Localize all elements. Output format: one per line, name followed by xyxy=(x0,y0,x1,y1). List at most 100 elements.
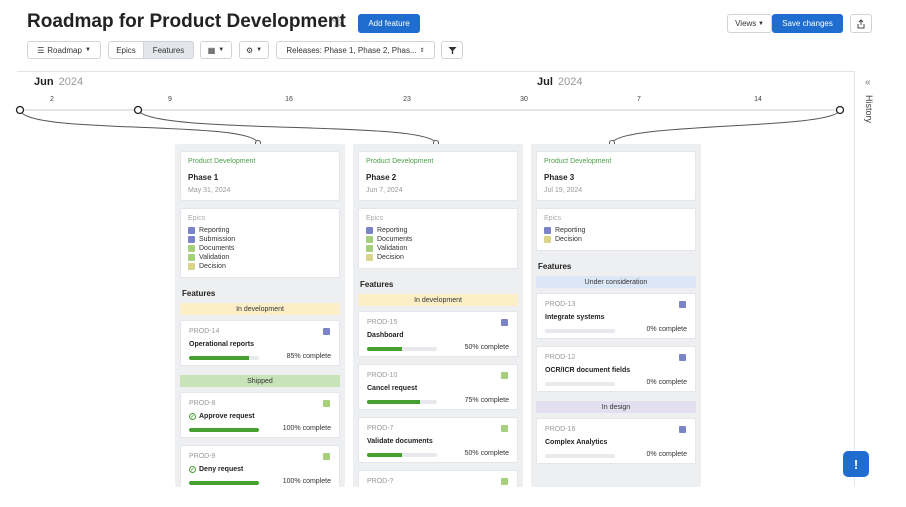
features-section-label: Features xyxy=(360,280,394,289)
feature-name: Validate documents xyxy=(367,438,433,445)
phase-card[interactable]: Product Development Phase 3 Jul 19, 2024 xyxy=(536,151,696,201)
gear-icon: ⚙ xyxy=(245,45,254,55)
phase-column: Product Development Phase 1 May 31, 2024 Ep… xyxy=(175,144,345,487)
phase-card[interactable]: Product Development Phase 1 May 31, 2024 xyxy=(180,151,340,201)
phase-department: Product Development xyxy=(544,158,612,165)
progress-label: 100% complete xyxy=(282,425,331,432)
epic-color-icon xyxy=(501,319,508,326)
progress-bar-fill xyxy=(367,453,402,457)
progress-label: 50% complete xyxy=(464,450,509,457)
feature-name: ✓ Deny request xyxy=(189,466,243,473)
feature-name-text: Cancel request xyxy=(367,385,418,392)
history-panel[interactable]: « History xyxy=(854,71,885,487)
select-arrows-icon: ⇕ xyxy=(419,47,425,54)
progress-label: 0% complete xyxy=(646,379,687,386)
phase-card[interactable]: Product Development Phase 2 Jun 7, 2024 xyxy=(358,151,518,201)
history-label: History xyxy=(864,95,874,124)
epic-item[interactable]: Decision xyxy=(544,236,582,243)
epic-item[interactable]: Documents xyxy=(366,236,412,243)
tick-label: 16 xyxy=(285,96,293,103)
phase-date: Jul 19, 2024 xyxy=(544,187,583,194)
feature-id: PROD-13 xyxy=(545,301,576,308)
share-icon xyxy=(857,18,865,28)
collapse-chevrons-icon[interactable]: « xyxy=(865,77,871,88)
add-feature-button[interactable]: Add feature xyxy=(358,14,420,33)
phase3-handle xyxy=(835,105,845,115)
views-dropdown[interactable]: Views ▼ xyxy=(727,14,772,33)
phase-name: Phase 2 xyxy=(366,173,397,182)
calendar-dropdown[interactable]: ▦ ▼ xyxy=(200,41,232,59)
phase-department: Product Development xyxy=(188,158,256,165)
settings-dropdown[interactable]: ⚙ ▼ xyxy=(239,41,269,59)
epic-label: Decision xyxy=(199,263,226,270)
chevron-down-icon: ▼ xyxy=(256,47,263,53)
epic-label: Validation xyxy=(199,254,230,261)
calendar-icon: ▦ xyxy=(207,45,216,55)
feature-name-text: Validate documents xyxy=(367,438,433,445)
epic-label: Decision xyxy=(555,236,582,243)
feature-card[interactable]: PROD-10 Cancel request 75% complete xyxy=(358,364,518,410)
save-changes-button[interactable]: Save changes xyxy=(772,14,843,33)
roadmap-icon: ☰ xyxy=(37,45,45,55)
epic-item[interactable]: Submission xyxy=(188,236,235,243)
epics-card: Epics Reporting Submission Documents Validat… xyxy=(180,208,340,278)
epic-item[interactable]: Reporting xyxy=(366,227,407,234)
epic-label: Validation xyxy=(377,245,408,252)
progress-bar xyxy=(189,481,259,485)
epic-item[interactable]: Decision xyxy=(366,254,404,261)
feature-id: PROD-10 xyxy=(367,372,398,379)
feature-card[interactable]: PROD-15 Dashboard 50% complete xyxy=(358,311,518,357)
feature-name: Operational reports xyxy=(189,341,254,348)
phase-department: Product Development xyxy=(366,158,434,165)
feature-card[interactable]: PROD-9 ✓ Deny request 100% complete xyxy=(180,445,340,487)
feature-card[interactable]: PROD-16 Complex Analytics 0% complete xyxy=(536,418,696,464)
filter-button[interactable] xyxy=(441,41,463,59)
feature-card[interactable]: PROD-12 OCR/ICR document fields 0% complet… xyxy=(536,346,696,392)
feature-card[interactable]: PROD-13 Integrate systems 0% complete xyxy=(536,293,696,339)
chevron-down-icon: ▼ xyxy=(84,47,91,53)
progress-label: 85% complete xyxy=(286,353,331,360)
feedback-button[interactable]: ! xyxy=(843,451,869,477)
feature-card[interactable]: PROD-8 ✓ Approve request 100% complete xyxy=(180,392,340,438)
progress-bar-fill xyxy=(189,428,259,432)
feature-id: PROD-? xyxy=(367,478,394,485)
epic-item[interactable]: Validation xyxy=(188,254,229,261)
epic-item[interactable]: Validation xyxy=(366,245,407,252)
tick-label: 14 xyxy=(754,96,762,103)
feature-id: PROD-15 xyxy=(367,319,398,326)
status-group-header: In design xyxy=(536,401,696,413)
epic-color-icon xyxy=(679,354,686,361)
chevron-down-icon: ▼ xyxy=(218,47,225,53)
features-section-label: Features xyxy=(538,262,572,271)
epic-icon xyxy=(188,245,195,252)
roadmap-view-dropdown[interactable]: ☰ Roadmap ▼ xyxy=(27,41,101,59)
progress-label: 75% complete xyxy=(464,397,509,404)
progress-label: 50% complete xyxy=(464,344,509,351)
page-title: Roadmap for Product Development xyxy=(27,11,346,32)
progress-bar-fill xyxy=(367,400,420,404)
feature-name-text: Integrate systems xyxy=(545,314,605,321)
progress-bar xyxy=(367,453,437,457)
views-label: Views xyxy=(735,19,757,28)
epic-icon xyxy=(366,236,373,243)
phase3-connector xyxy=(611,109,841,144)
tick-label: 7 xyxy=(637,96,641,103)
feature-name: OCR/ICR document fields xyxy=(545,367,630,374)
epics-title: Epics xyxy=(188,215,206,222)
favorite-star-icon[interactable]: ☆ xyxy=(331,14,346,31)
feature-card[interactable]: PROD-? xyxy=(358,470,518,487)
epic-item[interactable]: Documents xyxy=(188,245,234,252)
share-button[interactable] xyxy=(850,14,872,33)
epic-color-icon xyxy=(323,328,330,335)
epic-icon xyxy=(188,227,195,234)
releases-select[interactable]: Releases: Phase 1, Phase 2, Phas... ⇕ xyxy=(276,41,435,59)
tab-features[interactable]: Features xyxy=(143,41,194,59)
progress-label: 100% complete xyxy=(282,478,331,485)
progress-bar xyxy=(545,329,615,333)
epic-item[interactable]: Reporting xyxy=(544,227,585,234)
epic-item[interactable]: Decision xyxy=(188,263,226,270)
feature-card[interactable]: PROD-7 Validate documents 50% complete xyxy=(358,417,518,463)
status-group-header: Shipped xyxy=(180,375,340,387)
epic-item[interactable]: Reporting xyxy=(188,227,229,234)
feature-card[interactable]: PROD-14 Operational reports 85% complete xyxy=(180,320,340,366)
